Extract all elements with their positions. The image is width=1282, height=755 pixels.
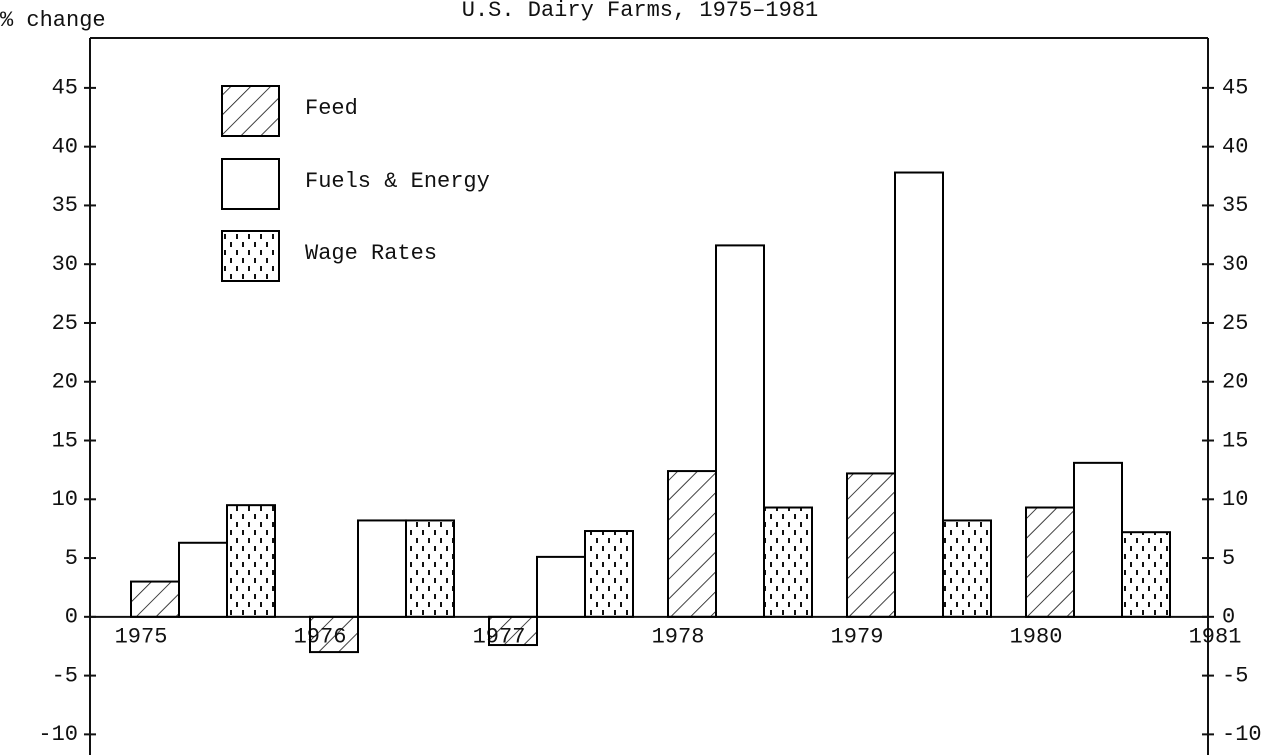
y-tick-label: 25 (52, 311, 78, 336)
bar (536, 555, 586, 618)
y-tick-label: 30 (52, 252, 78, 277)
bar (130, 580, 180, 618)
y-tick-label: 45 (52, 76, 78, 101)
x-tick-label: 1980 (1010, 625, 1063, 650)
legend-label: Fuels & Energy (305, 169, 490, 194)
x-tick-label: 1975 (115, 625, 168, 650)
bar (488, 615, 538, 647)
y-tick-label-right: 45 (1222, 76, 1248, 101)
y-tick-label-right: 25 (1222, 311, 1248, 336)
y-tick-label-right: 40 (1222, 134, 1248, 159)
bar (715, 244, 765, 618)
y-tick-label: 40 (52, 134, 78, 159)
y-tick-label: -5 (52, 663, 78, 688)
bar (178, 541, 228, 618)
y-tick-label-right: 0 (1222, 605, 1235, 630)
y-tick-label-right: -5 (1222, 663, 1248, 688)
bar (1121, 531, 1171, 618)
chart-title: U.S. Dairy Farms, 1975–1981 (462, 0, 818, 23)
y-tick-label-right: 20 (1222, 370, 1248, 395)
legend-label: Feed (305, 96, 358, 121)
y-tick-label: -10 (38, 722, 78, 747)
legend-swatch (221, 85, 280, 137)
bar (309, 615, 359, 654)
y-tick-label: 35 (52, 193, 78, 218)
y-tick-label-right: 10 (1222, 487, 1248, 512)
y-tick-label-right: 35 (1222, 193, 1248, 218)
y-tick-label: 20 (52, 370, 78, 395)
x-tick-label: 1981 (1189, 625, 1242, 650)
bar (667, 470, 717, 618)
legend-swatch (221, 158, 280, 210)
bar (1025, 506, 1075, 618)
y-tick-label-right: -10 (1222, 722, 1262, 747)
bar (763, 506, 813, 618)
bar (894, 171, 944, 618)
bar (405, 519, 455, 618)
y-tick-label-right: 5 (1222, 546, 1235, 571)
bar (942, 519, 992, 618)
y-tick-label: 15 (52, 428, 78, 453)
x-tick-label: 1978 (652, 625, 705, 650)
y-tick-label-right: 30 (1222, 252, 1248, 277)
bar (226, 504, 276, 618)
y-tick-label: 5 (65, 546, 78, 571)
legend-swatch (221, 230, 280, 282)
y-tick-label: 0 (65, 605, 78, 630)
y-tick-label: 10 (52, 487, 78, 512)
legend-label: Wage Rates (305, 241, 437, 266)
x-tick-label: 1979 (831, 625, 884, 650)
bar (846, 472, 896, 618)
y-axis-label: % change (0, 8, 106, 33)
bar (584, 530, 634, 618)
bar (357, 519, 407, 618)
y-tick-label-right: 15 (1222, 428, 1248, 453)
bar (1073, 461, 1123, 618)
